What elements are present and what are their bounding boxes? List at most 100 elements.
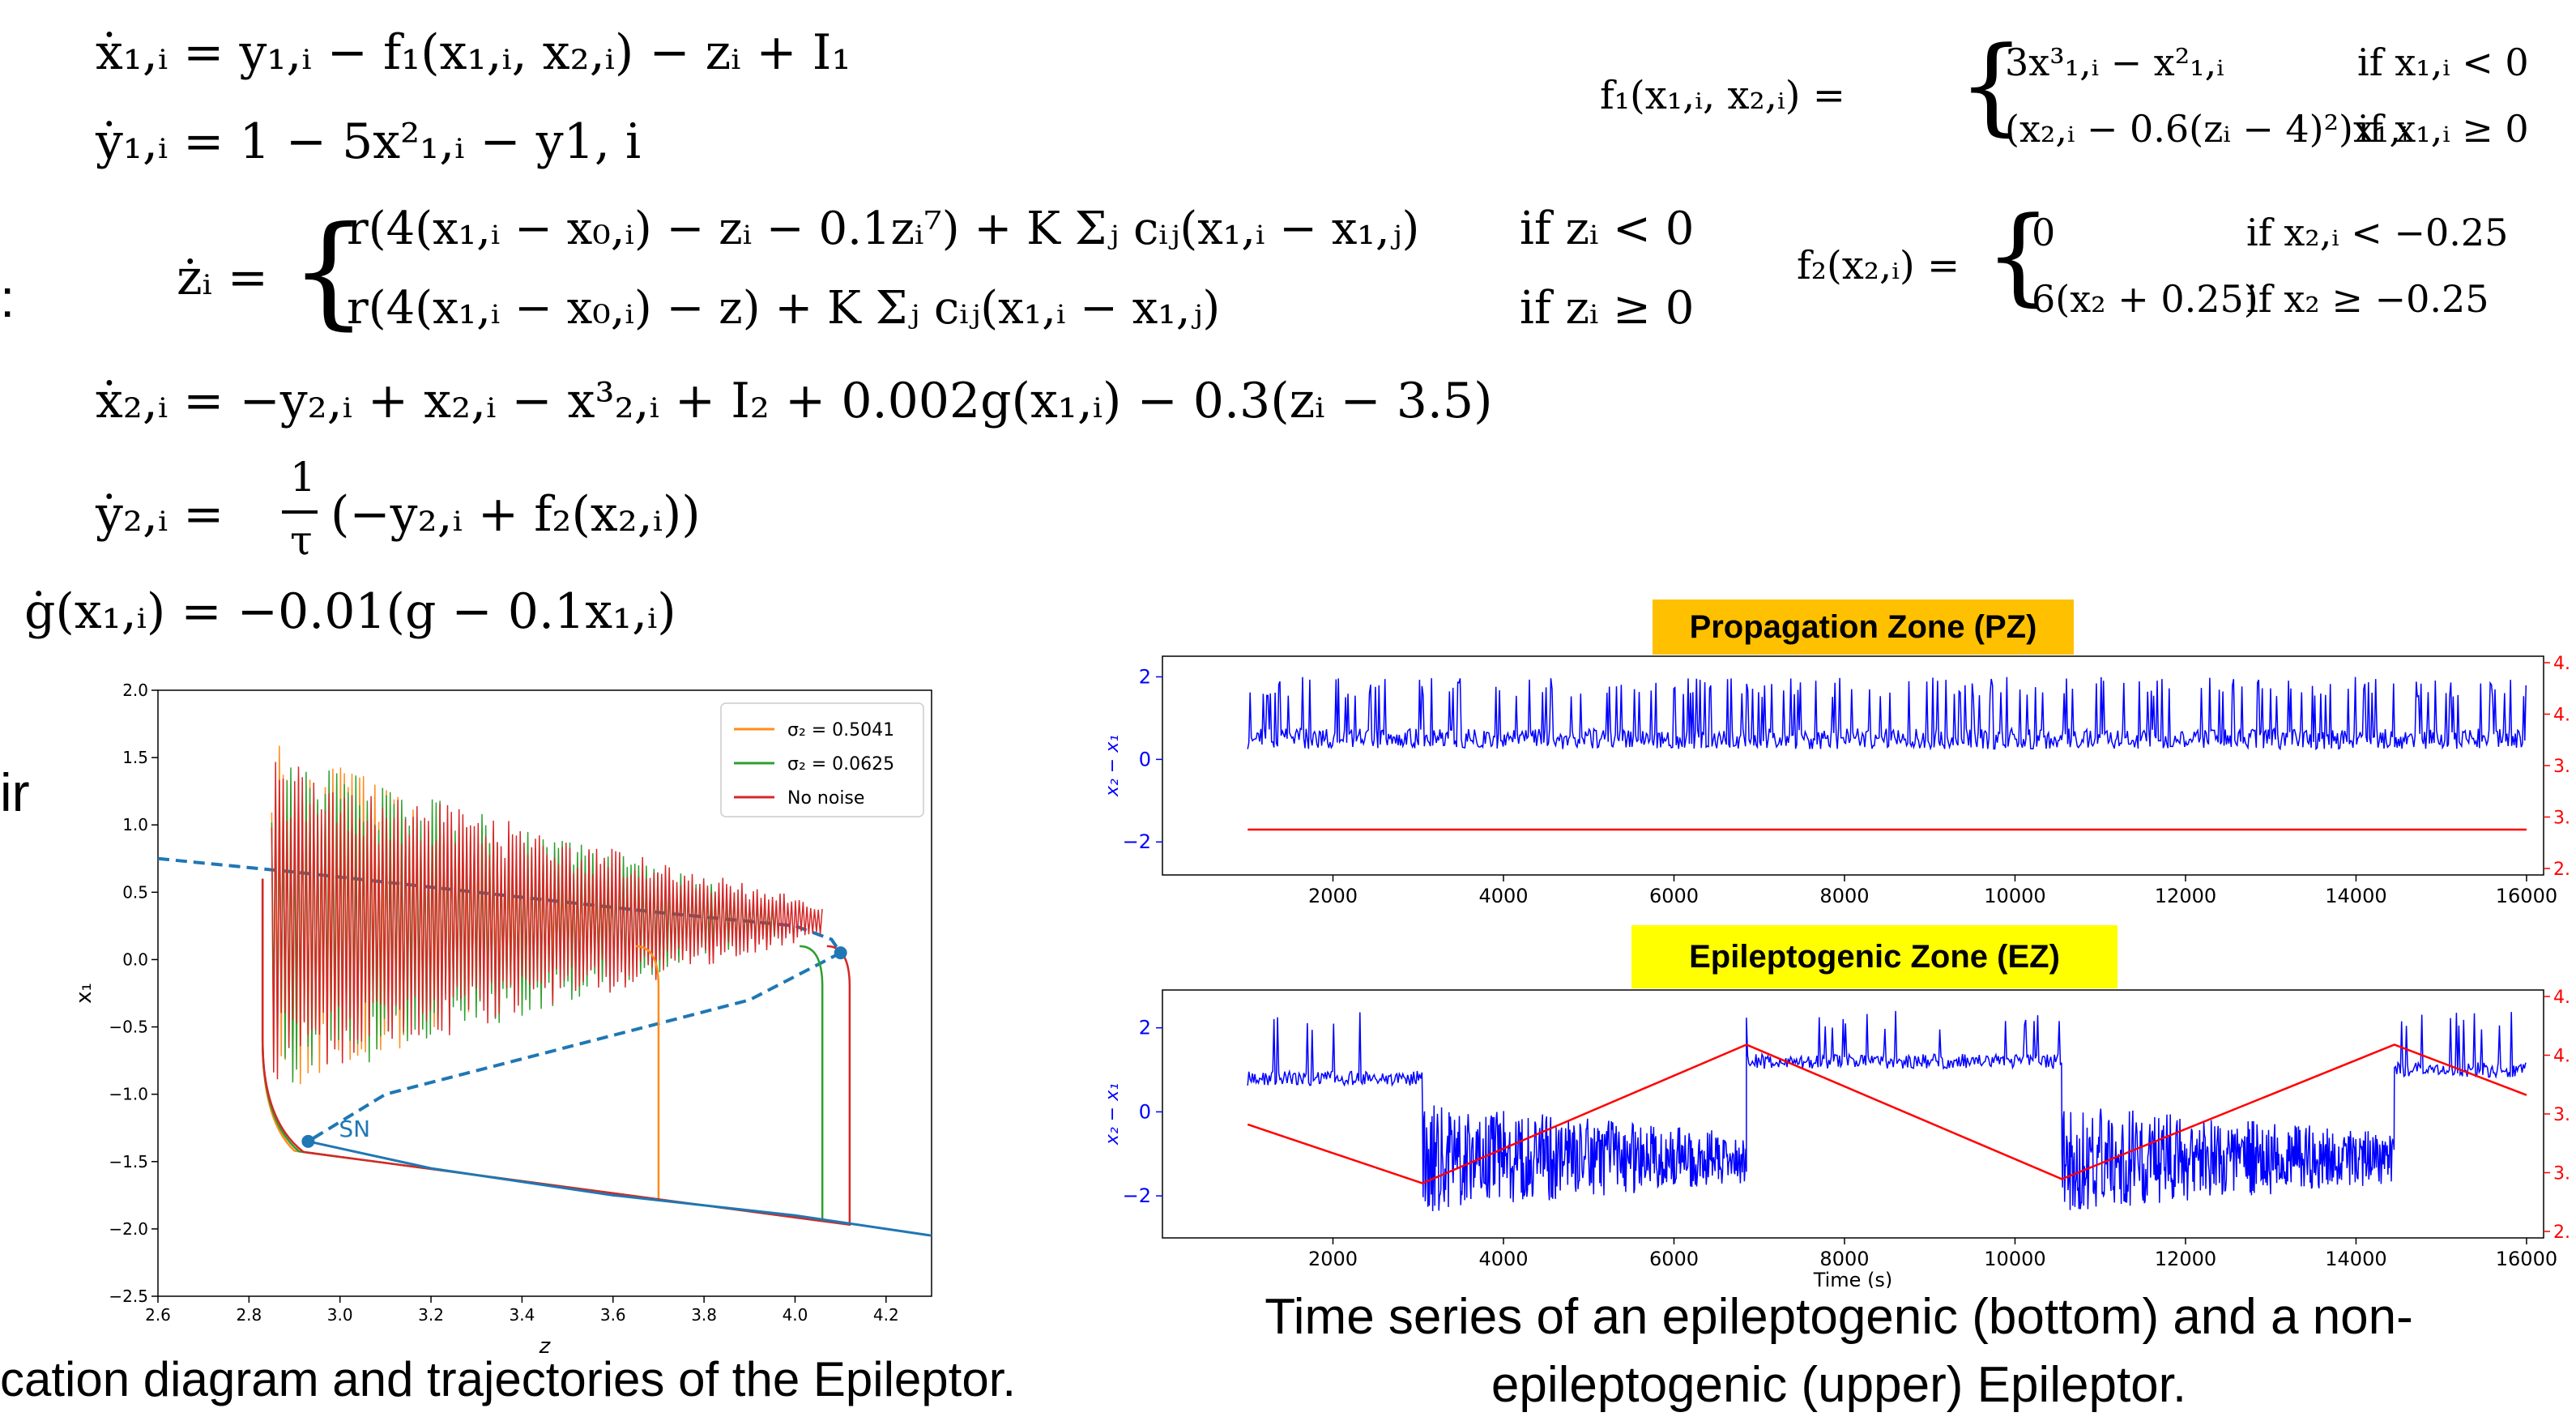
equation-f2: f₂(x₂,ᵢ) = { 0 if x₂,ᵢ < −0.25 6(x₂ + 0.… <box>1797 203 2576 340</box>
pz-x-tick-label: 4000 <box>1478 885 1528 907</box>
bif-y-tick-label: 0.0 <box>122 949 148 969</box>
pz-blue-timeseries <box>1247 676 2527 751</box>
ez-x-tick-label: 4000 <box>1478 1248 1528 1270</box>
pz-x-tick-label: 14000 <box>2325 885 2386 907</box>
equation-y2dot: ẏ₂,ᵢ = 1 τ (−y₂,ᵢ + f₂(x₂,ᵢ)) <box>96 454 825 583</box>
pz-x-tick-label: 2000 <box>1308 885 1358 907</box>
pz-right-tick-label: 4. <box>2553 706 2570 726</box>
f2-case1: 0 <box>2032 211 2056 254</box>
bif-sn-label: SN <box>339 1116 370 1142</box>
bif-stable-lower-branch <box>308 1140 932 1237</box>
bif-plot-area: 2.6 2.8 3.0 3.2 3.4 3.6 3.8 4.0 4.2 2.0 1.5 1.0 0.5 0… <box>72 681 932 1359</box>
bif-upper-point <box>834 946 847 960</box>
pz-right-tick-label: 3. <box>2553 757 2570 777</box>
ez-plot-area: 2000 4000 6000 8000 10000 12000 14000 16000 2 0 −2… <box>1102 988 2570 1288</box>
zdot-cond1: if zᵢ < 0 <box>1520 203 1695 255</box>
equation-y1dot: ẏ₁,ᵢ = 1 − 5x²₁,ᵢ − y1, i <box>96 113 642 170</box>
f2-lhs: f₂(x₂,ᵢ) = <box>1797 243 1960 288</box>
caption-right-line1: Time series of an epileptogenic (bottom)… <box>1265 1289 2413 1345</box>
zdot-lhs: żᵢ = <box>177 250 269 306</box>
pz-y-tick-label: 2 <box>1139 665 1151 688</box>
caption-left: cation diagram and trajectories of the E… <box>0 1352 1017 1406</box>
bif-x-tick-label: 4.0 <box>783 1305 808 1325</box>
ez-y-tick-label: −2 <box>1123 1184 1151 1207</box>
pz-right-tick-label: 2. <box>2553 860 2570 880</box>
pz-y-tick-label: 0 <box>1139 748 1151 770</box>
equation-zdot: żᵢ = { r(4(x₁,ᵢ − x₀,ᵢ) − zᵢ − 0.1zᵢ⁷) +… <box>177 203 1756 365</box>
pz-x-tick-label: 12000 <box>2155 885 2216 907</box>
pz-x-tick-label: 6000 <box>1649 885 1699 907</box>
f1-case1: 3x³₁,ᵢ − x²₁,ᵢ <box>2005 41 2224 84</box>
ez-y-tick-label: 2 <box>1139 1017 1151 1039</box>
ez-red-timeseries <box>1247 1043 2527 1184</box>
bif-y-tick-label: 1.0 <box>122 815 148 834</box>
bif-x-tick-label: 3.0 <box>327 1305 353 1325</box>
ez-title-label: Epileptogenic Zone (EZ) <box>1631 925 2118 988</box>
f2-cond2: if x₂ ≥ −0.25 <box>2246 277 2489 321</box>
left-fragment-colon: : <box>0 268 15 328</box>
bif-x-tick-label: 2.8 <box>236 1305 262 1325</box>
ez-axes-frame <box>1162 989 2544 1239</box>
ez-x-tick-label: 2000 <box>1308 1248 1358 1270</box>
f2-brace: { <box>1985 194 2052 317</box>
ez-x-tick-label: 14000 <box>2325 1248 2386 1270</box>
bif-x-axis-label: z <box>539 1334 552 1359</box>
pz-y-tick-label: −2 <box>1123 830 1151 853</box>
zdot-cond2: if zᵢ ≥ 0 <box>1520 282 1695 335</box>
y2dot-lhs: ẏ₂,ᵢ = <box>96 486 224 543</box>
f2-cond1: if x₂,ᵢ < −0.25 <box>2246 211 2509 254</box>
zdot-case2: r(4(x₁,ᵢ − x₀,ᵢ) − z) + K Σⱼ cᵢⱼ(x₁,ᵢ − … <box>347 282 1221 335</box>
bifurcation-chart: 2.6 2.8 3.0 3.2 3.4 3.6 3.8 4.0 4.2 2.0 1.5 1.0 0.5 0… <box>72 681 932 1359</box>
bif-y-tick-label: −0.5 <box>109 1018 148 1037</box>
y2dot-rhs: (−y₂,ᵢ + f₂(x₂,ᵢ)) <box>331 486 701 543</box>
ez-y-axis-label: x₂ − x₁ <box>1102 1083 1123 1146</box>
bif-y-tick-label: 2.0 <box>122 681 148 700</box>
zdot-brace: { <box>290 201 368 342</box>
ez-right-tick-label: 3. <box>2553 1105 2570 1125</box>
ez-x-axis-label: Time (s) <box>1813 1269 1893 1288</box>
ez-x-tick-label: 12000 <box>2155 1248 2216 1270</box>
pz-title-label: Propagation Zone (PZ) <box>1653 600 2074 655</box>
equation-gdot: ġ(x₁,ᵢ) = −0.01(g − 0.1x₁,ᵢ) <box>24 583 676 640</box>
bif-y-tick-label: −1.5 <box>109 1152 148 1171</box>
bif-x-tick-label: 3.4 <box>510 1305 535 1325</box>
bif-x-tick-label: 2.6 <box>145 1305 171 1325</box>
bif-legend-label: σ₂ = 0.0625 <box>787 754 894 775</box>
f1-cond2: if x₁,ᵢ ≥ 0 <box>2357 107 2529 151</box>
bif-x-tick-label: 3.6 <box>600 1305 626 1325</box>
bif-x-tick-label: 3.8 <box>691 1305 717 1325</box>
pz-x-tick-label: 8000 <box>1819 885 1869 907</box>
pz-right-tick-label: 3. <box>2553 809 2570 829</box>
ez-timeseries-chart: 2000 4000 6000 8000 10000 12000 14000 16000 2 0 −2… <box>1102 988 2570 1288</box>
f1-case2: (x₂,ᵢ − 0.6(zᵢ − 4)²)x₁,ᵢ <box>2005 107 2409 151</box>
y2dot-fraction-bar <box>282 510 318 514</box>
ez-right-tick-label: 4. <box>2553 988 2570 1008</box>
equation-f1: f₁(x₁,ᵢ, x₂,ᵢ) = { 3x³₁,ᵢ − x²₁,ᵢ if x₁,… <box>1600 32 2576 170</box>
bif-x-tick-label: 3.2 <box>418 1305 444 1325</box>
caption-right-line2: epileptogenic (upper) Epileptor. <box>1491 1357 2187 1413</box>
bif-x-tick-label: 4.2 <box>873 1305 899 1325</box>
ez-y-tick-label: 0 <box>1139 1100 1151 1123</box>
pz-x-tick-label: 10000 <box>1984 885 2045 907</box>
ez-x-tick-label: 10000 <box>1984 1248 2045 1270</box>
equation-x1dot: ẋ₁,ᵢ = y₁,ᵢ − f₁(x₁,ᵢ, x₂,ᵢ) − zᵢ + I₁ <box>96 24 851 81</box>
pz-x-tick-label: 16000 <box>2496 885 2557 907</box>
y2dot-numerator: 1 <box>290 454 316 501</box>
ez-right-tick-label: 3. <box>2553 1164 2570 1184</box>
left-fragment-ir: ir <box>0 762 30 822</box>
bif-red-oscillation <box>271 762 823 1080</box>
bif-y-tick-label: 1.5 <box>122 748 148 767</box>
pz-plot-area: 2000 4000 6000 8000 10000 12000 14000 16000 2 0 −2… <box>1102 654 2570 907</box>
ez-right-tick-label: 2. <box>2553 1223 2570 1243</box>
pz-right-tick-label: 4. <box>2553 654 2570 674</box>
pz-y-axis-label: x₂ − x₁ <box>1102 735 1123 797</box>
bif-legend-label: No noise <box>787 788 864 809</box>
f1-lhs: f₁(x₁,ᵢ, x₂,ᵢ) = <box>1600 73 1845 118</box>
bif-y-tick-label: −2.5 <box>109 1287 148 1306</box>
bif-legend-label: σ₂ = 0.5041 <box>787 720 894 740</box>
y2dot-denominator: τ <box>290 517 313 564</box>
ez-x-tick-label: 16000 <box>2496 1248 2557 1270</box>
ez-blue-timeseries <box>1247 1010 2527 1212</box>
f1-brace: { <box>1958 23 2025 147</box>
bif-sn-point <box>301 1134 315 1148</box>
